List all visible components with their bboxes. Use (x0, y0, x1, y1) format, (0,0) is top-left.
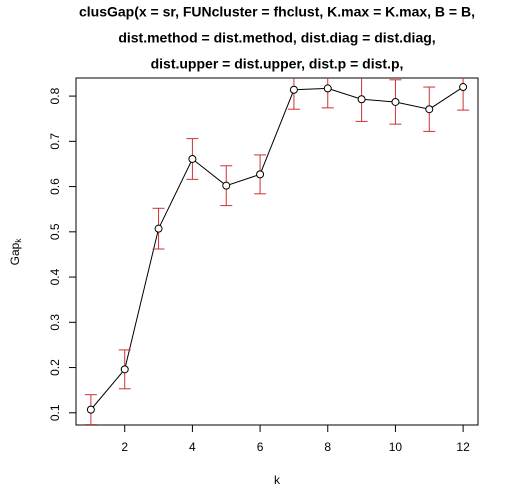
plot-area (84, 78, 470, 425)
point (86, 405, 95, 414)
x-tick-label: 6 (257, 440, 264, 454)
y-label-main: Gap (8, 242, 22, 265)
y-tick-label: 0.5 (48, 223, 62, 240)
y-tick-label: 0.3 (48, 314, 62, 331)
x-tick-label: 10 (389, 440, 403, 454)
gap-line (90, 86, 464, 410)
y-tick-label: 0.7 (48, 133, 62, 150)
point (391, 97, 400, 106)
y-tick-label: 0.2 (48, 359, 62, 376)
x-tick-label: 4 (189, 440, 196, 454)
chart-title: dist.method = dist.method, dist.diag = d… (118, 30, 435, 46)
y-tick-label: 0.1 (48, 404, 62, 421)
point (120, 365, 129, 374)
y-axis-label: Gapk (8, 238, 23, 266)
y-label-subscript: k (14, 238, 23, 243)
chart-title: dist.upper = dist.upper, dist.p = dist.p… (151, 56, 404, 72)
point (188, 154, 197, 163)
y-tick-label: 0.4 (48, 268, 62, 285)
x-tick-label: 2 (121, 440, 128, 454)
x-tick-label: 8 (324, 440, 331, 454)
y-tick-label: 0.6 (48, 178, 62, 195)
plot-box (75, 77, 479, 426)
x-tick-label: 12 (456, 440, 470, 454)
y-tick-label: 0.8 (48, 87, 62, 104)
point (357, 95, 366, 104)
point (222, 181, 231, 190)
point (256, 170, 265, 179)
point (425, 105, 434, 114)
point (154, 224, 163, 233)
chart-title: clusGap(x = sr, FUNcluster = fhclust, K.… (79, 4, 475, 20)
point (459, 83, 468, 92)
point (323, 84, 332, 93)
point (289, 85, 298, 94)
x-axis-label: k (274, 473, 281, 487)
